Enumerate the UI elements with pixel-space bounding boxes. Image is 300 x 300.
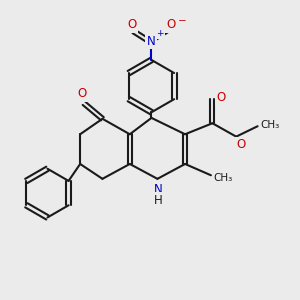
Text: O: O [128, 18, 137, 32]
Text: CH₃: CH₃ [214, 173, 233, 183]
Text: N: N [154, 183, 162, 196]
Text: N: N [146, 35, 155, 48]
Text: O: O [236, 138, 245, 152]
Text: +: + [156, 29, 164, 38]
Text: O: O [217, 91, 226, 104]
Text: H: H [154, 194, 162, 207]
Text: CH₃: CH₃ [260, 120, 280, 130]
Text: O: O [77, 87, 86, 100]
Text: −: − [178, 16, 187, 26]
Text: O: O [166, 18, 176, 32]
